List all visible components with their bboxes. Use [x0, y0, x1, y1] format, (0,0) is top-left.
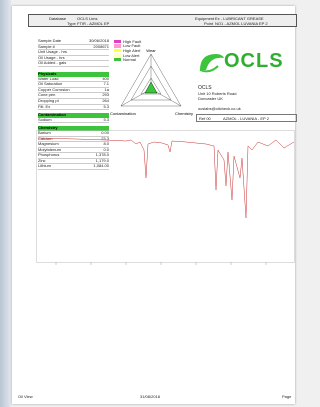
swatch	[114, 40, 121, 44]
axis-label: Wear	[146, 48, 156, 53]
ref-box: Ref 00 AZMOL - LUVANIA - EP 2	[196, 114, 297, 122]
row-label: Oil Added - gals	[38, 61, 66, 66]
table-row: Oil Added - gals	[38, 61, 109, 67]
value: AZMOL - LUVANIA - EP 2	[223, 116, 269, 121]
label: Ref 00	[199, 116, 211, 121]
address: Doncaster UK	[198, 96, 223, 101]
row-value: 30/06/2018	[89, 39, 109, 44]
axis-label: Chemistry	[175, 111, 193, 116]
value: NO1 - AZMOL LUVANIA EP 2	[215, 21, 268, 26]
footer-date: 31/08/2018	[140, 394, 160, 399]
footer-text: Oil View	[18, 394, 33, 399]
label: Point	[204, 21, 213, 26]
logo-icon	[196, 50, 226, 76]
axis-label: Contamination	[110, 111, 136, 116]
email: ocslabs@oilcheck.co.uk	[198, 106, 241, 111]
footer-page: Page	[282, 394, 291, 399]
row-label: Sodium	[38, 118, 52, 123]
label: Database	[49, 16, 66, 21]
header-bar: Database OCLS Lims Type FTIR - AZMOL EP …	[28, 14, 297, 27]
radar-chart: Wear Contamination Chemistry	[108, 46, 194, 132]
row-label: Sample Date	[38, 39, 61, 44]
row-label: Filt. Ex	[38, 105, 50, 110]
label: Type	[67, 21, 76, 26]
value: FTIR - AZMOL EP	[77, 21, 109, 26]
row-label: Dropping pt	[38, 99, 59, 104]
spectrum-chart	[36, 130, 295, 280]
row-value: 2008671	[93, 45, 109, 50]
logo-text: OCLS	[224, 50, 284, 73]
report-page: Database OCLS Lims Type FTIR - AZMOL EP …	[12, 6, 295, 404]
screen: Database OCLS Lims Type FTIR - AZMOL EP …	[0, 0, 295, 407]
